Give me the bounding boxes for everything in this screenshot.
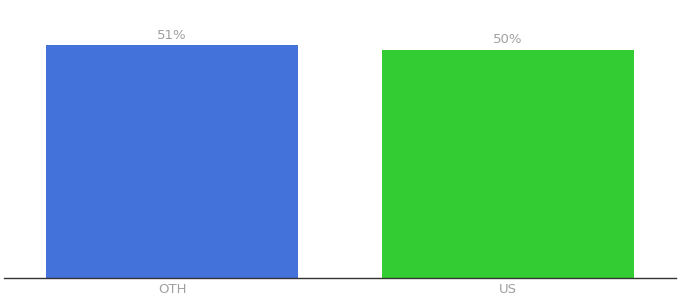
Bar	[382, 50, 634, 278]
Text: 50%: 50%	[493, 33, 523, 46]
Bar	[46, 45, 298, 278]
Text: 51%: 51%	[157, 28, 187, 42]
